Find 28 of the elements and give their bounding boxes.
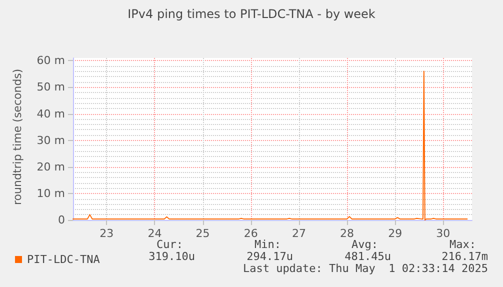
x-tick-label: 23 [100, 227, 114, 240]
x-tick-label: 25 [196, 227, 210, 240]
x-tick-label: 29 [388, 227, 402, 240]
x-tick-label: 24 [148, 227, 162, 240]
line-series [72, 70, 468, 220]
y-tick-label: 20 m [36, 160, 65, 174]
x-tick-label: 30 [436, 227, 450, 240]
text: Min: [254, 238, 281, 251]
y-tick-label: 30 m [36, 134, 65, 147]
text: Last update: Thu May 1 02:33:14 2025 [242, 262, 488, 275]
text: 216.17m [442, 250, 488, 263]
chart-title: IPv4 ping times to PIT-LDC-TNA - by week [128, 7, 376, 21]
y-tick-label: 10 m [36, 186, 65, 200]
text: 319.10u [148, 250, 195, 263]
y-tick-label: 40 m [36, 107, 65, 120]
x-tick-label: 27 [292, 227, 306, 240]
y-tick-label: 0 [58, 214, 65, 226]
x-tick-label: 26 [244, 227, 258, 240]
text: 481.45u [344, 250, 391, 263]
text: Cur: [156, 238, 183, 251]
text: 294.17u [246, 250, 293, 263]
y-axis-title: roundtrip time (seconds) [11, 68, 24, 205]
x-tick-label: 28 [340, 227, 354, 240]
y-tick-label: 50 m [36, 80, 65, 94]
text: Max: [450, 238, 476, 251]
y-tick-label: 60 m [36, 54, 65, 68]
legend-label: PIT-LDC-TNA [27, 253, 100, 266]
text: Avg: [352, 238, 378, 251]
